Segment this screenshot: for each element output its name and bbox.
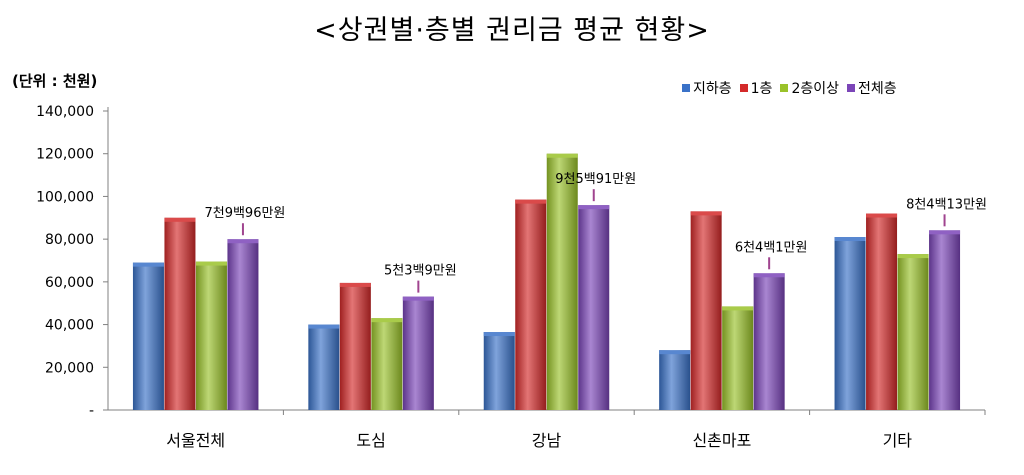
y-tick-label: 120,000	[36, 147, 94, 163]
annotation-label: 5천3백9만원	[384, 264, 457, 279]
bar-top	[929, 230, 961, 235]
bar-top	[227, 239, 259, 244]
bar	[753, 273, 785, 410]
x-category-label: 신촌마포	[692, 431, 751, 450]
bar	[339, 282, 371, 410]
bar	[578, 205, 610, 410]
bar-top	[659, 350, 691, 355]
legend-swatch	[739, 84, 748, 92]
legend-label: 전체층	[858, 81, 897, 97]
annotation-label: 8천4백13만원	[906, 197, 987, 212]
legend-label: 2층이상	[791, 81, 839, 97]
legend-swatch	[682, 84, 690, 92]
bar-top	[132, 262, 164, 267]
bar	[402, 296, 434, 410]
bar	[515, 199, 547, 410]
bar-top	[753, 273, 785, 278]
bar-top	[834, 237, 866, 242]
bar	[308, 324, 340, 410]
legend-label: 지하층	[693, 81, 732, 97]
bar-top	[866, 213, 898, 218]
bar	[897, 254, 929, 410]
x-category-label: 도심	[356, 431, 385, 450]
bar	[227, 239, 259, 410]
bar-top	[483, 332, 515, 337]
legend: 지하층 1층 2층이상 전체층	[682, 78, 897, 98]
chart-title: <상권별·층별 권리금 평균 현황>	[314, 15, 710, 46]
y-tick-label: 100,000	[36, 189, 94, 205]
y-tick-label: 80,000	[45, 232, 94, 248]
legend-item-all-floors: 전체층	[847, 78, 897, 98]
y-tick-label: 20,000	[45, 360, 94, 376]
y-tick-label: 40,000	[45, 318, 94, 334]
legend-swatch	[780, 84, 789, 92]
x-category-label: 강남	[532, 431, 562, 450]
legend-item-basement: 지하층	[682, 78, 732, 98]
unit-label: (단위 : 천원)	[12, 72, 98, 90]
bar	[866, 213, 898, 410]
annotation-label: 9천5백91만원	[555, 172, 636, 187]
bar-top	[515, 199, 547, 204]
bar-top	[308, 324, 340, 329]
bar-top	[402, 296, 434, 301]
bar-top	[897, 254, 929, 259]
legend-item-second-floor-up: 2층이상	[780, 78, 839, 98]
y-tick-label: 60,000	[45, 275, 94, 291]
y-tick-label: -	[89, 403, 94, 419]
y-tick-label: 140,000	[36, 104, 94, 120]
bar-top	[371, 318, 403, 323]
bar	[722, 306, 754, 410]
bar	[834, 237, 866, 410]
x-category-label: 기타	[883, 431, 913, 450]
bar-top	[578, 205, 610, 210]
bar-top	[195, 261, 227, 266]
bar	[132, 262, 164, 410]
bar	[371, 318, 403, 410]
bar	[164, 217, 196, 410]
legend-swatch	[847, 84, 855, 92]
legend-label: 1층	[750, 81, 773, 97]
bar-top	[722, 306, 754, 311]
x-category-label: 서울전체	[166, 431, 225, 450]
bar	[690, 211, 722, 410]
legend-item-first-floor: 1층	[739, 78, 773, 98]
annotation-label: 7천9백96만원	[204, 206, 285, 221]
bar-top	[690, 211, 722, 216]
bar	[546, 153, 578, 410]
bar-top	[164, 217, 196, 222]
bar	[483, 332, 515, 410]
bar	[195, 261, 227, 410]
bar	[929, 230, 961, 410]
bar	[659, 350, 691, 410]
annotation-label: 6천4백1만원	[735, 240, 808, 255]
bar-top	[339, 282, 371, 287]
bar-top	[546, 153, 578, 158]
